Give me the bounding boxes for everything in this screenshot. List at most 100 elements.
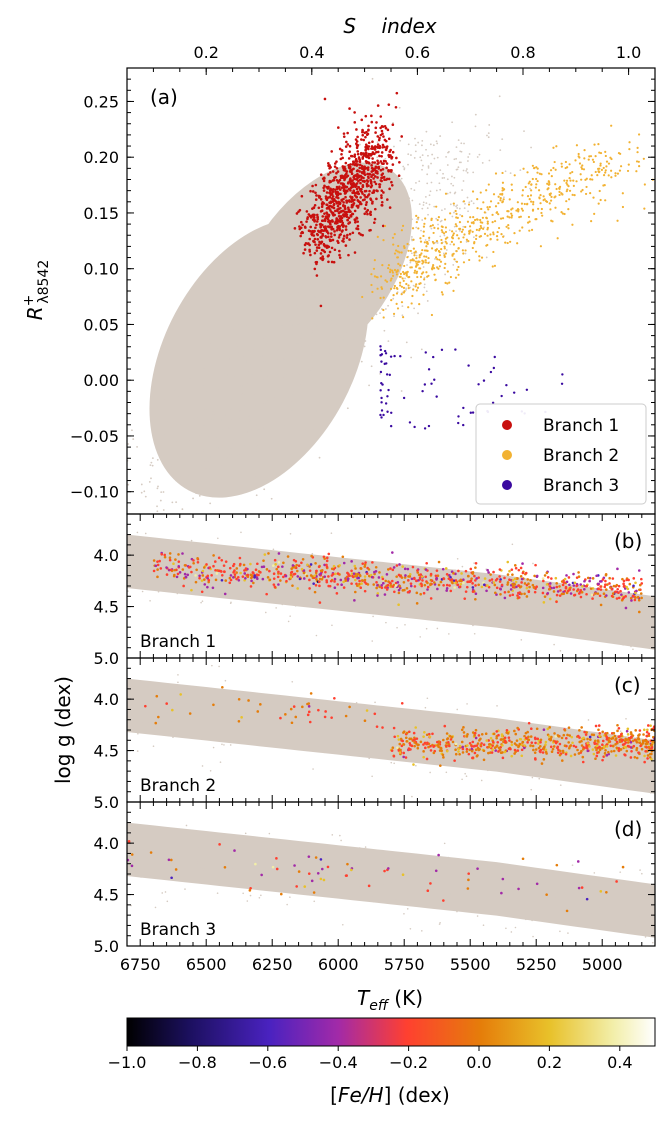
c-bg-point <box>630 760 632 762</box>
a-branch1-point <box>316 233 320 237</box>
a-cloud-point <box>441 177 444 179</box>
c-bg-point <box>169 720 171 723</box>
a-branch1-point <box>330 235 333 238</box>
b-branch-point <box>207 578 211 582</box>
b-branch-point <box>486 568 489 572</box>
b-branch-point <box>375 581 378 584</box>
a-cloud-point <box>368 187 370 190</box>
b-bg-point <box>371 640 374 642</box>
b-branch-point <box>364 561 367 564</box>
a-cloud-point <box>413 157 416 159</box>
a-branch1-point <box>335 219 339 223</box>
a-cloud-point <box>419 156 422 159</box>
a-cloud-point <box>445 249 448 251</box>
c-branch-point <box>520 748 524 752</box>
a-branch1-point <box>359 181 362 185</box>
a-branch1-point <box>336 170 340 173</box>
b-branch-point <box>517 568 521 572</box>
a-branch1-point <box>345 140 348 144</box>
a-cloud-point <box>212 413 215 416</box>
c-branch-point <box>422 735 425 738</box>
a-cloud-point <box>210 343 213 345</box>
a-branch1-point <box>333 198 336 202</box>
a-branch1-point <box>339 219 342 222</box>
c-bg-point <box>390 761 393 764</box>
a-branch1-point <box>374 126 378 130</box>
a-branch1-point <box>364 159 368 163</box>
legend-label-branch1: Branch 1 <box>543 416 619 436</box>
b-branch-point <box>376 584 379 587</box>
a-cloud-point <box>290 409 293 412</box>
a-cloud-point <box>428 194 431 197</box>
b-bg-point <box>314 600 317 603</box>
a-cloud-point <box>361 163 364 165</box>
b-branch-point <box>424 568 428 571</box>
a-cloud-point <box>203 424 205 427</box>
b-branch-point <box>449 575 452 579</box>
b-branch-point <box>336 572 340 575</box>
a-branch2-point <box>598 189 601 193</box>
a-cloud-point <box>400 207 403 210</box>
a-branch2-point <box>524 185 527 189</box>
a-branch1-point <box>382 135 385 138</box>
b-branch-point <box>373 570 376 574</box>
b-bg-point <box>155 579 158 581</box>
c-bg-point <box>367 754 370 756</box>
a-cloud-point <box>453 158 456 161</box>
a-cloud-point <box>301 346 304 349</box>
b-branch-point <box>282 575 285 579</box>
b-branch-point <box>457 569 460 573</box>
a-branch1-point <box>349 189 352 192</box>
a-cloud-point <box>455 230 457 233</box>
c-branch-point <box>479 737 482 741</box>
b-branch-point <box>183 563 187 567</box>
c-bg-point <box>463 742 466 744</box>
a-cloud-point <box>303 294 306 297</box>
a-branch2-point <box>415 257 418 260</box>
a-branch1-point <box>384 148 388 152</box>
b-bg-point <box>437 577 440 579</box>
a-branch1-point <box>326 213 329 216</box>
b-branch-point <box>398 563 401 566</box>
b-branch-point <box>415 602 419 605</box>
b-bg-point <box>450 602 453 605</box>
a-branch1-point <box>367 124 370 128</box>
a-branch2-point <box>461 215 464 218</box>
a-cloud-point <box>427 213 429 216</box>
a-branch1-point <box>320 209 324 213</box>
b-branch-point <box>273 585 277 589</box>
b-branch-point <box>471 590 475 593</box>
b-bg-point <box>568 614 570 616</box>
c-branch-point <box>629 756 633 759</box>
b-branch-point <box>627 591 631 594</box>
b-bg-point <box>203 569 206 571</box>
a-branch2-point <box>637 160 640 163</box>
a-cloud-point <box>208 362 211 365</box>
b-branch-point <box>156 568 159 571</box>
b-branch-point <box>474 584 477 587</box>
a-branch2-point <box>444 192 448 195</box>
b-branch-point <box>421 579 424 582</box>
a-cloud-point <box>390 233 393 236</box>
a-branch3-point <box>383 349 387 353</box>
panel-b-label: (b) <box>614 529 642 553</box>
a-branch1-point <box>380 151 384 154</box>
c-branch-point <box>556 746 559 750</box>
c-branch-point <box>497 733 500 737</box>
a-branch1-point <box>347 207 350 211</box>
b-branch-point <box>395 575 398 578</box>
a-branch1-point <box>329 188 333 191</box>
b-branch-point <box>554 576 558 580</box>
b-bg-point <box>275 550 278 553</box>
a-branch1-point <box>327 235 330 239</box>
a-branch2-point <box>577 155 580 158</box>
a-branch1-point <box>367 129 370 132</box>
b-bg-point <box>250 598 252 601</box>
b-branch-point <box>350 572 354 576</box>
a-cloud-point <box>256 450 259 453</box>
b-branch-point <box>500 583 504 587</box>
b-branch-point <box>279 572 283 575</box>
a-branch2-point <box>539 193 542 197</box>
a-branch1-point <box>371 151 375 154</box>
b-branch-point <box>426 581 429 585</box>
